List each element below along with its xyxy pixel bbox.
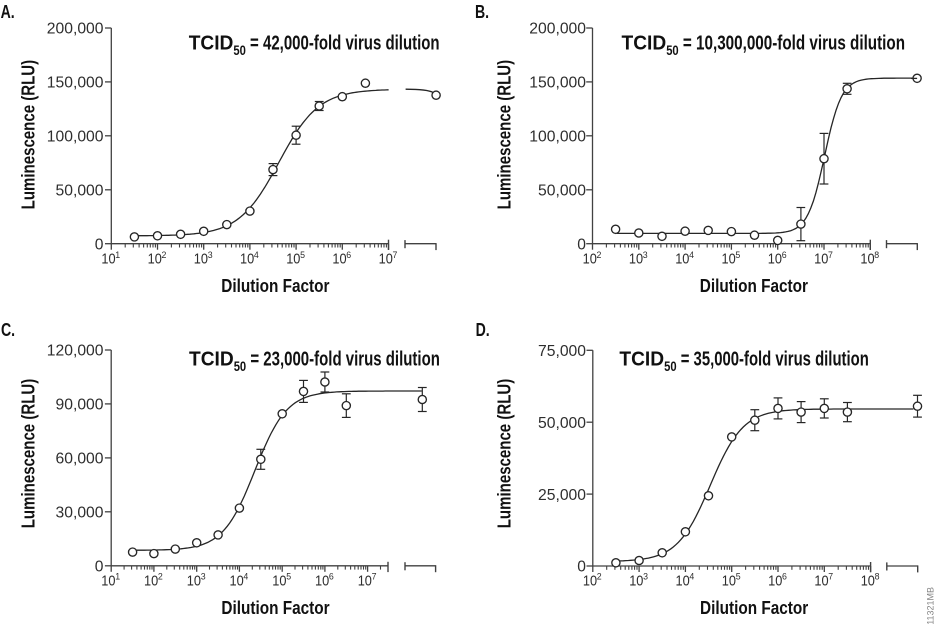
svg-text:2: 2 [162,250,167,260]
svg-text:8: 8 [875,572,880,582]
svg-text:10: 10 [583,572,597,589]
svg-text:10: 10 [272,572,286,589]
svg-text:6: 6 [782,572,787,582]
svg-text:TCID50 = 35,000-fold virus dil: TCID50 = 35,000-fold virus dilution [619,348,868,375]
svg-text:10: 10 [101,251,115,268]
svg-text:10: 10 [768,572,782,589]
svg-text:100,000: 100,000 [47,129,104,146]
svg-text:1: 1 [115,250,120,260]
svg-text:6: 6 [329,572,334,582]
svg-text:Luminescence (RLU): Luminescence (RLU) [19,379,39,529]
svg-text:0: 0 [95,236,104,253]
svg-text:A.: A. [1,2,15,22]
svg-text:3: 3 [201,572,206,582]
svg-text:10: 10 [230,572,244,589]
svg-text:5: 5 [286,572,291,582]
svg-text:10: 10 [675,251,689,268]
svg-text:30,000: 30,000 [56,505,104,522]
svg-text:10: 10 [629,572,643,589]
svg-text:7: 7 [372,572,377,582]
svg-text:3: 3 [208,250,213,260]
svg-text:1: 1 [115,572,120,582]
svg-text:TCID50 = 23,000-fold virus dil: TCID50 = 23,000-fold virus dilution [189,347,440,374]
svg-text:0: 0 [577,236,586,253]
svg-text:10: 10 [240,251,254,268]
svg-text:10: 10 [629,251,643,268]
svg-text:TCID50 = 10,300,000-fold virus: TCID50 = 10,300,000-fold virus dilution [622,32,906,59]
svg-text:50,000: 50,000 [538,415,586,432]
svg-text:10: 10 [101,572,115,589]
svg-text:11321MB: 11321MB [926,587,936,624]
svg-text:10: 10 [194,251,208,268]
svg-text:10: 10 [860,251,874,268]
svg-text:2: 2 [597,572,602,582]
svg-text:0: 0 [577,559,586,576]
svg-text:150,000: 150,000 [47,75,104,92]
svg-text:3: 3 [643,250,648,260]
svg-text:10: 10 [358,572,372,589]
svg-text:10: 10 [768,251,782,268]
svg-text:5: 5 [300,250,305,260]
svg-text:6: 6 [346,250,351,260]
svg-text:5: 5 [735,250,740,260]
svg-text:2: 2 [158,572,163,582]
svg-text:60,000: 60,000 [56,451,104,468]
svg-text:10: 10 [379,251,393,268]
svg-text:120,000: 120,000 [47,343,104,360]
svg-text:4: 4 [254,250,259,260]
svg-text:B.: B. [475,2,489,22]
svg-text:4: 4 [689,250,694,260]
svg-text:10: 10 [722,572,736,589]
svg-text:6: 6 [782,250,787,260]
svg-text:25,000: 25,000 [538,487,586,504]
svg-text:Luminescence (RLU): Luminescence (RLU) [495,60,515,210]
svg-text:50,000: 50,000 [56,183,104,200]
svg-text:10: 10 [861,572,875,589]
svg-text:10: 10 [814,251,828,268]
svg-text:10: 10 [332,251,346,268]
svg-text:3: 3 [643,572,648,582]
svg-text:10: 10 [676,572,690,589]
svg-text:5: 5 [736,572,741,582]
svg-text:8: 8 [874,250,879,260]
svg-text:10: 10 [814,572,828,589]
svg-text:Dilution Factor: Dilution Factor [221,275,329,296]
svg-text:200,000: 200,000 [529,21,586,38]
svg-text:100,000: 100,000 [529,129,586,146]
svg-text:10: 10 [583,251,597,268]
svg-text:10: 10 [148,251,162,268]
svg-text:200,000: 200,000 [47,21,104,38]
svg-text:50,000: 50,000 [538,183,586,200]
svg-text:0: 0 [95,559,104,576]
svg-text:10: 10 [144,572,158,589]
svg-text:90,000: 90,000 [56,397,104,414]
svg-text:TCID50 = 42,000-fold virus dil: TCID50 = 42,000-fold virus dilution [189,31,440,58]
svg-text:D.: D. [476,320,490,340]
svg-text:Luminescence (RLU): Luminescence (RLU) [495,379,515,529]
svg-text:7: 7 [828,250,833,260]
svg-text:10: 10 [187,572,201,589]
svg-text:Luminescence (RLU): Luminescence (RLU) [19,60,39,210]
svg-text:7: 7 [393,250,398,260]
svg-text:2: 2 [597,250,602,260]
svg-text:Dilution Factor: Dilution Factor [700,275,808,296]
svg-text:7: 7 [828,572,833,582]
svg-text:10: 10 [286,251,300,268]
svg-text:10: 10 [315,572,329,589]
svg-text:4: 4 [243,572,248,582]
svg-text:150,000: 150,000 [529,75,586,92]
svg-text:4: 4 [689,572,694,582]
svg-text:10: 10 [722,251,736,268]
svg-text:Dilution Factor: Dilution Factor [700,597,808,618]
svg-text:75,000: 75,000 [538,343,586,360]
svg-text:Dilution Factor: Dilution Factor [221,597,329,618]
svg-text:C.: C. [1,320,15,340]
